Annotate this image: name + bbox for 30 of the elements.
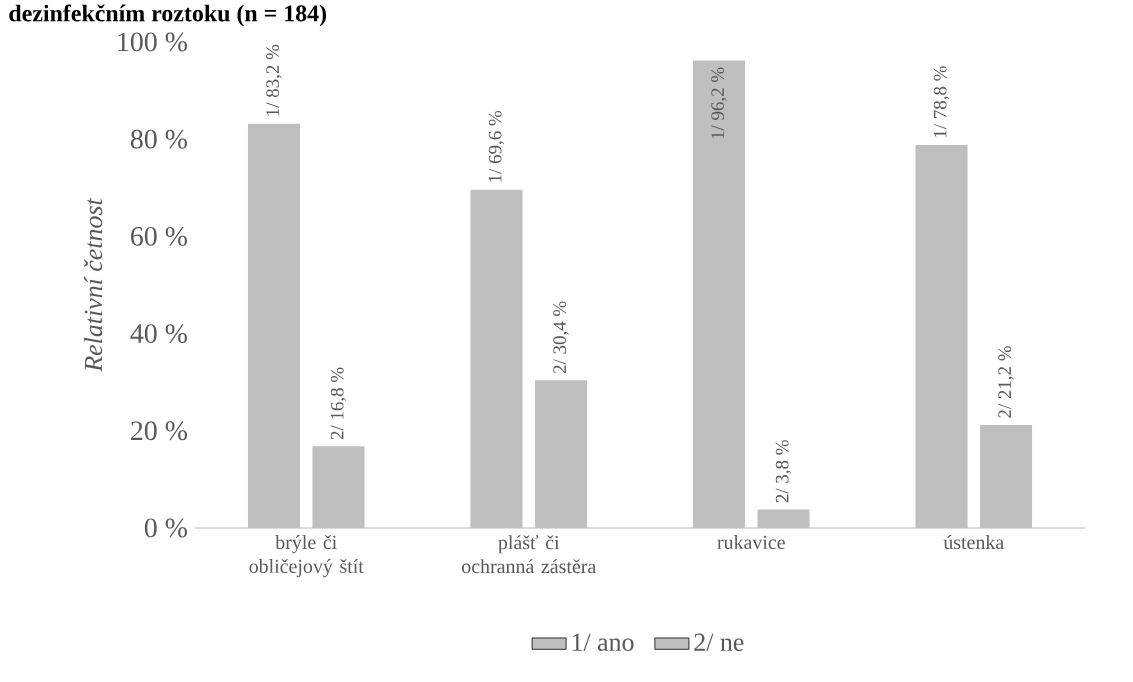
x-tick-label: brýle či obličejový štít [249,535,364,578]
chart-title: dezinfekčním roztoku (n = 184) [9,4,327,27]
data-label: 2/ 30,4 % [553,301,569,374]
bar [757,509,810,528]
bar [915,145,968,528]
data-label: 2/ 3,8 % [775,440,792,503]
data-label: 1/ 96,2 % [711,67,727,139]
legend-label: 2/ ne [694,633,744,651]
data-label: 1/ 78,8 % [933,66,950,137]
y-tick-label: 80 % [130,129,187,149]
bar [692,60,746,528]
y-tick-label: 40 % [130,324,187,344]
data-label: 1/ 69,6 % [488,110,505,182]
bar [312,446,365,528]
data-label: 1/ 83,2 % [266,44,282,116]
legend-label: 1/ ano [572,633,634,651]
y-tick-label: 60 % [131,226,187,246]
bar [979,424,1033,528]
bar [247,123,301,528]
data-label: 2/ 21,2 % [998,346,1014,418]
data-label: 2/ 16,8 % [330,367,347,440]
x-tick-label: rukavice [717,535,785,550]
y-tick-label: 20 % [131,421,187,441]
x-tick-label: plášť či ochranná zástěra [462,535,596,574]
bar [470,189,523,528]
x-tick-label: ústenka [943,535,1004,550]
y-tick-label: 0 % [144,518,187,538]
y-axis-title: Relativní četnost [83,197,103,372]
y-tick-label: 100 % [118,32,187,52]
bar [534,380,588,528]
